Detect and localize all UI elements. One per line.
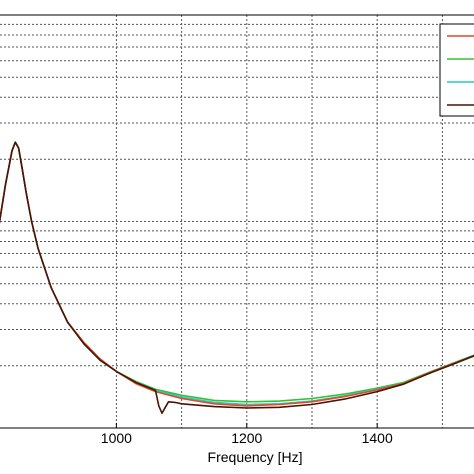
x-tick-label: 1400 bbox=[362, 430, 393, 446]
x-axis-label: Frequency [Hz] bbox=[208, 449, 303, 465]
x-tick-label: 1000 bbox=[101, 430, 132, 446]
x-tick-label: 1200 bbox=[231, 430, 262, 446]
legend-box bbox=[439, 23, 474, 117]
legend bbox=[439, 23, 474, 117]
x-ticks: 1000 1200 1400 bbox=[101, 423, 393, 446]
series-line-4 bbox=[0, 141, 474, 415]
series-layer bbox=[0, 141, 474, 415]
grid bbox=[0, 14, 474, 429]
